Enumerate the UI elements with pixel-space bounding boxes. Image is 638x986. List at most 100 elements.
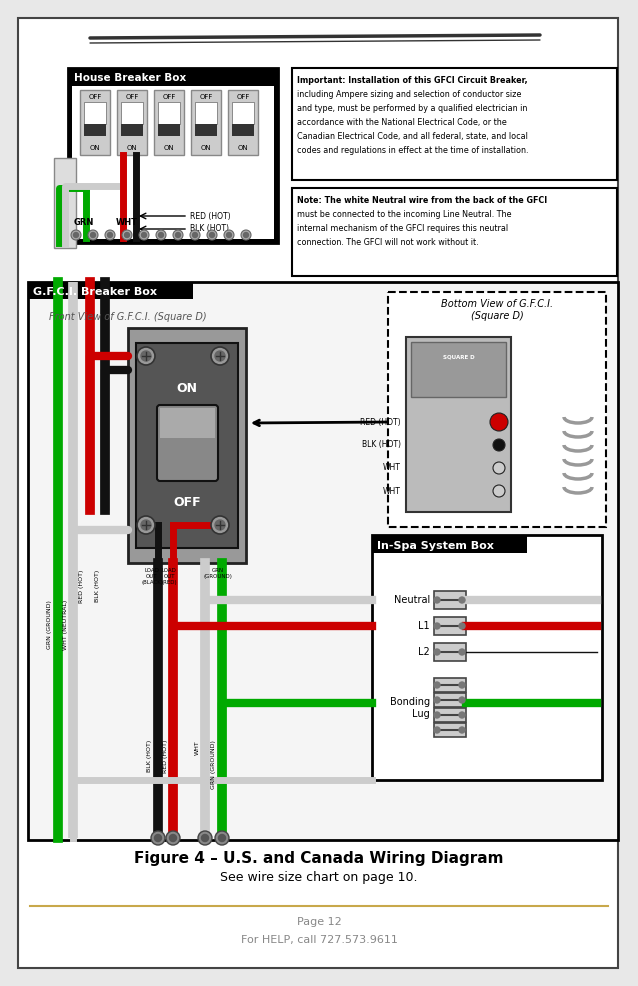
Text: WHT (NEUTRAL): WHT (NEUTRAL) [63, 600, 68, 650]
Circle shape [209, 233, 214, 238]
FancyBboxPatch shape [136, 343, 238, 548]
Text: RED (HOT): RED (HOT) [80, 570, 84, 603]
Text: OFF: OFF [162, 94, 175, 100]
FancyBboxPatch shape [54, 158, 76, 248]
Text: WHT: WHT [383, 463, 401, 472]
Text: LOAD
OUT
(BLACK): LOAD OUT (BLACK) [141, 568, 163, 585]
Text: WHT: WHT [195, 740, 200, 754]
Circle shape [137, 516, 155, 534]
Text: GRN (GROUND): GRN (GROUND) [47, 600, 52, 649]
Circle shape [190, 230, 200, 240]
Text: ON: ON [90, 145, 100, 151]
FancyBboxPatch shape [434, 643, 466, 661]
Circle shape [459, 712, 465, 718]
FancyBboxPatch shape [18, 18, 618, 968]
Text: SQUARE D: SQUARE D [443, 355, 474, 360]
Circle shape [142, 233, 147, 238]
FancyBboxPatch shape [434, 591, 466, 609]
Circle shape [166, 831, 180, 845]
FancyBboxPatch shape [84, 102, 106, 124]
Circle shape [459, 727, 465, 733]
Text: must be connected to the incoming Line Neutral. The: must be connected to the incoming Line N… [297, 210, 512, 219]
Text: connection. The GFCI will not work without it.: connection. The GFCI will not work witho… [297, 238, 478, 247]
Text: For HELP, call 727.573.9611: For HELP, call 727.573.9611 [241, 935, 397, 945]
Circle shape [139, 230, 149, 240]
Text: House Breaker Box: House Breaker Box [74, 73, 186, 83]
FancyBboxPatch shape [232, 102, 254, 124]
Text: BLK (HOT): BLK (HOT) [94, 570, 100, 602]
Text: In-Spa System Box: In-Spa System Box [377, 541, 494, 551]
Circle shape [434, 623, 440, 629]
Circle shape [434, 682, 440, 688]
Circle shape [493, 462, 505, 474]
FancyBboxPatch shape [157, 405, 218, 481]
Circle shape [151, 831, 165, 845]
FancyBboxPatch shape [154, 90, 184, 155]
Circle shape [122, 230, 132, 240]
Circle shape [124, 233, 130, 238]
FancyBboxPatch shape [121, 102, 143, 124]
Circle shape [434, 649, 440, 655]
Circle shape [215, 351, 225, 361]
Text: WHT: WHT [383, 486, 401, 496]
FancyBboxPatch shape [158, 102, 180, 124]
Text: accordance with the National Electrical Code, or the: accordance with the National Electrical … [297, 118, 507, 127]
Text: ON: ON [201, 145, 211, 151]
Text: codes and regulations in effect at the time of installation.: codes and regulations in effect at the t… [297, 146, 528, 155]
Text: GRN
(GROUND): GRN (GROUND) [204, 568, 232, 579]
Text: Page 12: Page 12 [297, 917, 341, 927]
Text: ON: ON [127, 145, 137, 151]
Circle shape [434, 712, 440, 718]
Text: See wire size chart on page 10.: See wire size chart on page 10. [220, 872, 418, 884]
Text: and type, must be performed by a qualified electrician in: and type, must be performed by a qualifi… [297, 104, 528, 113]
Circle shape [459, 682, 465, 688]
Text: Bonding
Lug: Bonding Lug [390, 697, 430, 719]
Circle shape [224, 230, 234, 240]
Circle shape [215, 831, 229, 845]
Circle shape [434, 727, 440, 733]
FancyBboxPatch shape [434, 723, 466, 737]
Text: LOAD
OUT
(RED): LOAD OUT (RED) [161, 568, 177, 585]
Circle shape [73, 233, 78, 238]
Text: Important: Installation of this GFCI Circuit Breaker,: Important: Installation of this GFCI Cir… [297, 76, 528, 85]
Circle shape [244, 233, 248, 238]
FancyBboxPatch shape [434, 693, 466, 707]
Circle shape [141, 520, 151, 530]
FancyBboxPatch shape [372, 535, 602, 780]
Circle shape [211, 516, 229, 534]
FancyBboxPatch shape [292, 188, 617, 276]
Text: OFF: OFF [88, 94, 101, 100]
Circle shape [434, 697, 440, 703]
FancyBboxPatch shape [72, 86, 274, 239]
Circle shape [154, 834, 161, 841]
Circle shape [141, 351, 151, 361]
FancyBboxPatch shape [228, 90, 258, 155]
Circle shape [71, 230, 81, 240]
Text: BLK (HOT): BLK (HOT) [147, 740, 152, 772]
Circle shape [170, 834, 177, 841]
Text: L2: L2 [419, 647, 430, 657]
Text: Figure 4 – U.S. and Canada Wiring Diagram: Figure 4 – U.S. and Canada Wiring Diagra… [134, 851, 504, 866]
Circle shape [91, 233, 96, 238]
Circle shape [493, 439, 505, 451]
FancyBboxPatch shape [28, 282, 618, 840]
Text: Bottom View of G.F.C.I.
(Square D): Bottom View of G.F.C.I. (Square D) [441, 299, 553, 320]
Text: OFF: OFF [236, 94, 249, 100]
FancyBboxPatch shape [388, 292, 606, 527]
FancyBboxPatch shape [411, 342, 506, 397]
FancyBboxPatch shape [128, 328, 246, 563]
Text: GRN (GROUND): GRN (GROUND) [212, 740, 216, 789]
Text: ON: ON [238, 145, 248, 151]
FancyBboxPatch shape [117, 90, 147, 155]
Circle shape [107, 233, 112, 238]
Circle shape [459, 697, 465, 703]
Text: ON: ON [177, 382, 198, 394]
Circle shape [156, 230, 166, 240]
Text: including Ampere sizing and selection of conductor size: including Ampere sizing and selection of… [297, 90, 521, 99]
Circle shape [211, 347, 229, 365]
Circle shape [88, 230, 98, 240]
Text: BLK (HOT): BLK (HOT) [362, 441, 401, 450]
FancyBboxPatch shape [80, 90, 110, 155]
Circle shape [193, 233, 198, 238]
Text: Neutral: Neutral [394, 595, 430, 605]
